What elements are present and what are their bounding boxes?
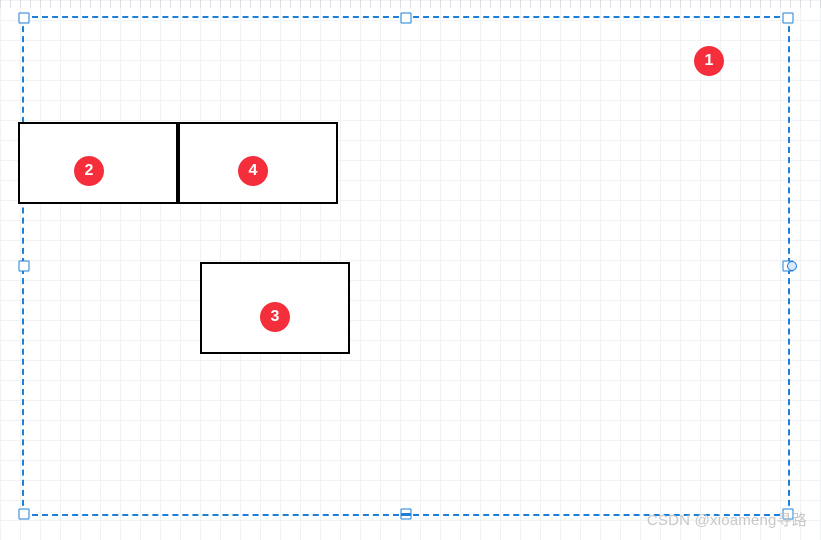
selection-frame[interactable]: [22, 16, 790, 516]
resize-handle-bottom-right[interactable]: [783, 509, 794, 520]
resize-handle-top-center[interactable]: [401, 13, 412, 24]
ruler-ticks: [0, 0, 821, 8]
marker-3-label: 3: [271, 308, 280, 326]
marker-1: 1: [694, 46, 724, 76]
marker-1-label: 1: [705, 52, 714, 70]
marker-4: 4: [238, 156, 268, 186]
resize-handle-top-left[interactable]: [19, 13, 30, 24]
bottom-anchor-tick: [401, 513, 411, 516]
marker-4-label: 4: [249, 162, 258, 180]
resize-handle-bottom-left[interactable]: [19, 509, 30, 520]
connection-anchor-right[interactable]: [787, 261, 797, 271]
marker-2: 2: [74, 156, 104, 186]
resize-handle-top-right[interactable]: [783, 13, 794, 24]
resize-handle-mid-left[interactable]: [19, 261, 30, 272]
marker-3: 3: [260, 302, 290, 332]
marker-2-label: 2: [85, 162, 94, 180]
